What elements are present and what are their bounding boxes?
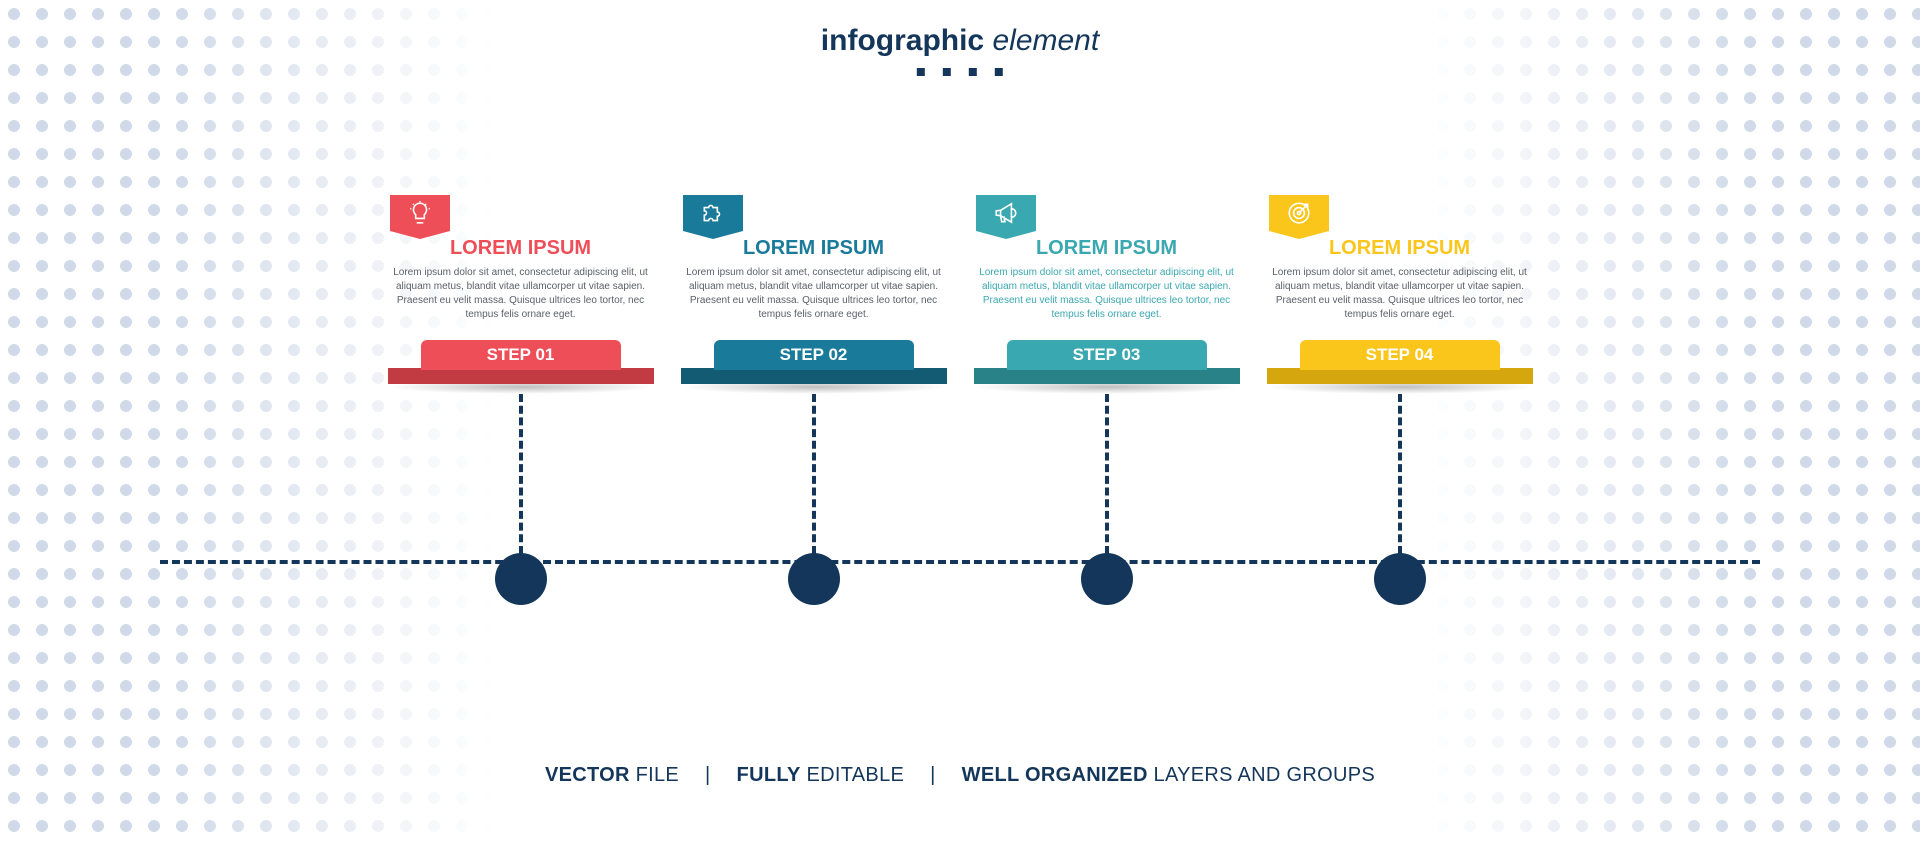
footer-part-3: WELL ORGANIZED LAYERS AND GROUPS: [962, 764, 1375, 787]
step-1: LOREM IPSUM Lorem ipsum dolor sit amet, …: [388, 195, 654, 394]
step-2-base: [681, 368, 947, 384]
step-4-node: [1374, 553, 1426, 605]
footer: VECTOR FILE | FULLY EDITABLE | WELL ORGA…: [545, 764, 1375, 787]
step-4-ribbon: [1269, 195, 1329, 231]
step-4-base: [1267, 368, 1533, 384]
header: infographic element: [821, 24, 1099, 76]
step-1-ribbon: [390, 195, 450, 231]
step-3: LOREM IPSUM Lorem ipsum dolor sit amet, …: [974, 195, 1240, 394]
step-3-text: Lorem ipsum dolor sit amet, consectetur …: [974, 266, 1240, 322]
step-1-label: STEP 01: [421, 340, 621, 370]
step-2-label: STEP 02: [714, 340, 914, 370]
dot-pattern-right: [1400, 0, 1920, 845]
footer-sep-2: |: [930, 764, 936, 787]
megaphone-icon: [993, 200, 1019, 226]
target-icon: [1286, 200, 1312, 226]
step-3-node: [1081, 553, 1133, 605]
step-4-text: Lorem ipsum dolor sit amet, consectetur …: [1267, 266, 1533, 322]
dot-pattern-left: [0, 0, 520, 845]
step-4: LOREM IPSUM Lorem ipsum dolor sit amet, …: [1267, 195, 1533, 394]
step-2: LOREM IPSUM Lorem ipsum dolor sit amet, …: [681, 195, 947, 394]
step-1-text: Lorem ipsum dolor sit amet, consectetur …: [388, 266, 654, 322]
step-4-label: STEP 04: [1300, 340, 1500, 370]
timeline-axis: [160, 560, 1760, 564]
step-1-base: [388, 368, 654, 384]
step-2-title: LOREM IPSUM: [743, 237, 884, 260]
puzzle-icon: [700, 200, 726, 226]
footer-sep-1: |: [705, 764, 711, 787]
step-2-node: [788, 553, 840, 605]
step-3-base: [974, 368, 1240, 384]
title-italic: element: [984, 24, 1099, 57]
title-bold: infographic: [821, 24, 984, 57]
step-3-ribbon: [976, 195, 1036, 231]
step-3-label: STEP 03: [1007, 340, 1207, 370]
lightbulb-icon: [407, 200, 433, 226]
step-3-title: LOREM IPSUM: [1036, 237, 1177, 260]
step-1-node: [495, 553, 547, 605]
footer-part-2: FULLY EDITABLE: [737, 764, 905, 787]
step-4-title: LOREM IPSUM: [1329, 237, 1470, 260]
footer-part-1: VECTOR FILE: [545, 764, 679, 787]
steps-container: LOREM IPSUM Lorem ipsum dolor sit amet, …: [0, 195, 1920, 394]
header-decor-dots: [821, 68, 1099, 76]
step-2-text: Lorem ipsum dolor sit amet, consectetur …: [681, 266, 947, 322]
page-title: infographic element: [821, 24, 1099, 58]
step-2-ribbon: [683, 195, 743, 231]
step-1-title: LOREM IPSUM: [450, 237, 591, 260]
